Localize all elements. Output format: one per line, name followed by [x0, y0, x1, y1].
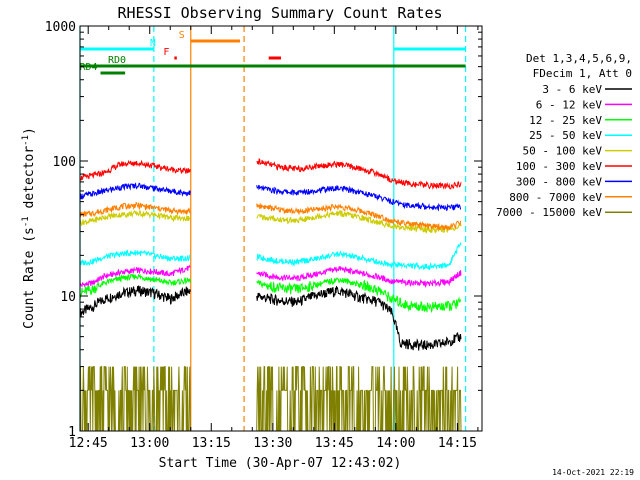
- flag-bar: [190, 39, 240, 43]
- y-tick-label: 10: [60, 290, 76, 305]
- x-tick-label: 13:00: [130, 436, 169, 451]
- series-line: [79, 182, 461, 212]
- x-axis-label: Start Time (30-Apr-07 12:43:02): [159, 456, 402, 471]
- flags: NFS RD0 RD4: [79, 30, 466, 75]
- legend-entry: 300 - 800 keV: [516, 175, 602, 188]
- flag-label: S: [179, 30, 185, 41]
- flag-bar: [393, 47, 466, 51]
- series-line: [80, 201, 461, 231]
- flag-label: RD4: [79, 62, 97, 73]
- legend-entry: 7000 - 15000 keV: [496, 206, 602, 219]
- flag-bar: [80, 47, 154, 51]
- plot-frame: [79, 25, 483, 432]
- x-tick-label: 13:15: [192, 436, 231, 451]
- series-line: [79, 366, 462, 432]
- legend: Det 1,3,4,5,6,9, FDecim 1, Att 0 3 - 6 k…: [496, 52, 632, 219]
- legend-entry: 3 - 6 keV: [542, 83, 602, 96]
- x-tick-label: 14:15: [438, 436, 477, 451]
- y-label-mid: detector: [22, 146, 37, 217]
- legend-header-1: Det 1,3,4,5,6,9,: [526, 52, 632, 65]
- y-label-sup2: -1: [21, 135, 31, 146]
- y-tick-label: 1000: [45, 20, 76, 35]
- legend-entry: 25 - 50 keV: [529, 129, 602, 142]
- y-axis: 1 10 100 1000: [45, 20, 482, 440]
- flag-label: N: [150, 38, 156, 49]
- legend-entry: 6 - 12 keV: [536, 98, 603, 111]
- series-line: [79, 158, 462, 190]
- y-tick-label: 1: [68, 425, 76, 440]
- y-label-end: ): [22, 127, 37, 135]
- flag-bar: [174, 56, 177, 60]
- legend-entry: 12 - 25 keV: [529, 114, 602, 127]
- x-axis: 12:45 13:00 13:15 13:30 13:45 14:00 14:15: [69, 26, 479, 451]
- flag-label: F: [163, 47, 169, 58]
- legend-entry: 100 - 300 keV: [516, 160, 602, 173]
- series-line: [79, 273, 462, 314]
- legend-entry: 50 - 100 keV: [523, 145, 603, 158]
- x-tick-label: 13:30: [253, 436, 292, 451]
- x-tick-label: 13:45: [315, 436, 354, 451]
- series-layer: [79, 158, 462, 432]
- flag-bar: [100, 71, 126, 75]
- flag-bar: [80, 64, 466, 68]
- legend-header-2: FDecim 1, Att 0: [533, 67, 632, 80]
- series-line: [79, 264, 462, 288]
- series-line: [79, 242, 462, 271]
- flag-bar: [268, 56, 281, 60]
- y-tick-label: 100: [53, 155, 76, 170]
- series-line: [79, 285, 462, 351]
- legend-entry: 800 - 7000 keV: [509, 191, 602, 204]
- y-axis-label: Count Rate (s-1 detector-1): [21, 127, 37, 329]
- chart-title: RHESSI Observing Summary Count Rates: [117, 4, 442, 22]
- footer-date: 14-Oct-2021 22:19: [552, 468, 634, 477]
- series-line: [79, 209, 462, 234]
- y-label-main: Count Rate (s: [22, 227, 37, 329]
- y-label-sup1: -1: [21, 216, 31, 227]
- x-tick-label: 12:45: [69, 436, 108, 451]
- flag-label: RD0: [108, 55, 126, 66]
- x-tick-label: 14:00: [376, 436, 415, 451]
